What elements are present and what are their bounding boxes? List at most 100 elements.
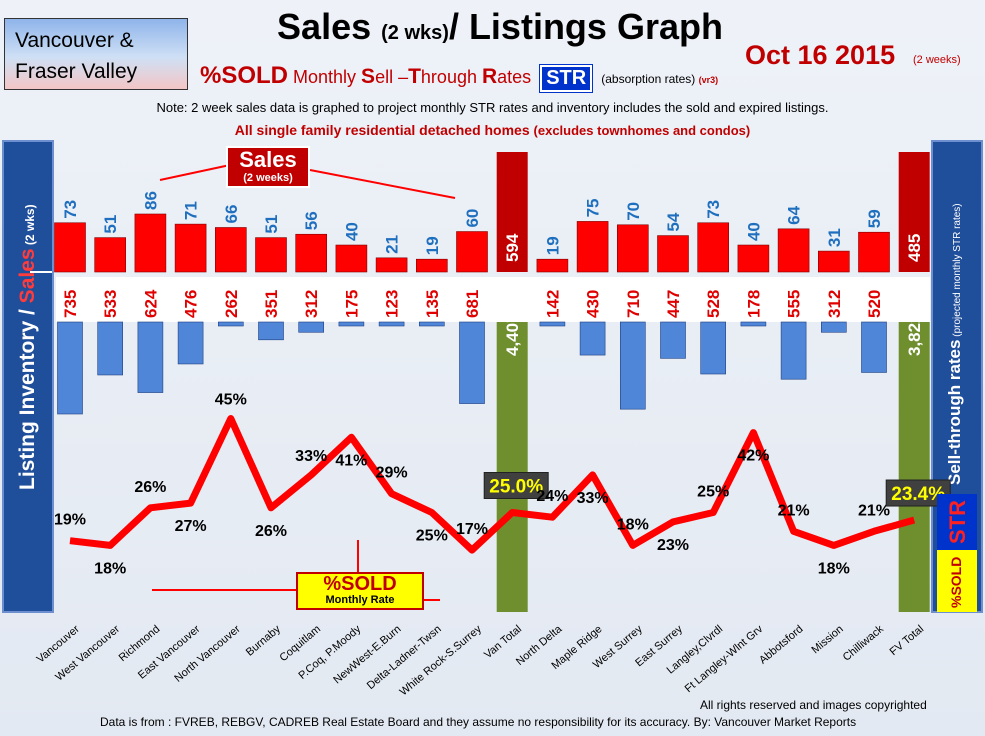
sales-bar (255, 237, 287, 273)
str-total-box (483, 472, 549, 499)
inventory-value-label: 528 (704, 290, 723, 318)
str-value-label: 42% (737, 448, 769, 465)
sales-bar (616, 224, 649, 273)
inventory-value-label: 142 (543, 290, 562, 318)
sales-value-label: 70 (624, 202, 643, 221)
str-value-label: 21% (858, 502, 890, 519)
sales-value-label: 54 (664, 212, 683, 231)
sales-bar (295, 233, 328, 273)
inventory-value-label: 262 (222, 290, 241, 318)
inventory-value-label: 520 (865, 290, 884, 318)
rates-r: R (481, 65, 498, 88)
region-line1: Vancouver & (15, 29, 134, 52)
through-t: T (408, 65, 421, 88)
sales-bar (415, 258, 448, 273)
inventory-value-label: 430 (584, 290, 603, 318)
version-label: (vr3) (698, 75, 719, 85)
str-value-label: 27% (175, 518, 207, 535)
inventory-bar (820, 321, 847, 333)
str-value-label: 29% (376, 465, 408, 482)
str-side-text: STR (945, 500, 970, 544)
rates-rest: ates (497, 67, 532, 87)
str-line (69, 415, 916, 554)
sales-bar (536, 258, 569, 273)
str-value-label: 45% (215, 392, 247, 409)
inventory-bar (378, 321, 405, 327)
sold-side-badge: %SOLD (937, 550, 977, 612)
sell-s: S (361, 65, 376, 88)
sales-bar (215, 227, 247, 273)
category-label: Chilliwack (841, 623, 887, 664)
str-value-label: 33% (577, 490, 609, 507)
detached-text: All single family residential detached h… (0, 122, 985, 138)
inventory-value-label: 178 (744, 290, 763, 318)
sales-value-label: 40 (342, 222, 361, 241)
category-label: Delta-Ladner-Twsn (365, 623, 444, 692)
str-badge: STR (539, 63, 594, 93)
inventory-value-label: 624 (141, 289, 160, 318)
sold-side-text: %SOLD (948, 556, 964, 608)
sales-value-label: 485 (905, 234, 924, 262)
inventory-bar (539, 321, 566, 327)
sales-callout-title: Sales (239, 147, 297, 172)
sales-bar (456, 231, 488, 273)
inventory-value-label: 476 (182, 290, 201, 318)
sales-bar (174, 223, 207, 273)
sold-callout: %SOLD Monthly Rate (296, 572, 424, 610)
inventory-value-label: 533 (101, 290, 120, 318)
inventory-bar (97, 321, 123, 376)
sales-value-label: 594 (503, 233, 522, 262)
sales-value-label: 21 (383, 235, 402, 254)
sales-bar (94, 237, 126, 273)
str-value-label: 18% (94, 560, 126, 577)
sales-value-label: 86 (141, 191, 160, 210)
category-label: Burnaby (244, 623, 283, 659)
absorption-label: (absorption rates) (601, 72, 699, 86)
str-total-label: 25.0% (489, 477, 543, 498)
str-value-label: 25% (416, 528, 448, 545)
inventory-bar (780, 321, 807, 380)
inventory-value-label: 123 (383, 290, 402, 318)
rights-text: All rights reserved and images copyright… (700, 698, 927, 712)
total-inventory-bar (898, 322, 930, 612)
inventory-value-label: 710 (624, 290, 643, 318)
inventory-bar (418, 321, 445, 327)
str-value-label: 21% (778, 502, 810, 519)
inventory-value-label: 447 (664, 290, 683, 318)
inventory-value-label: 4,407 (503, 313, 522, 356)
sales-bar (777, 228, 810, 273)
inventory-bar (258, 321, 284, 341)
sales-arrow-right (309, 169, 456, 199)
inventory-value-label: 312 (825, 290, 844, 318)
region-line2: Fraser Valley (15, 60, 138, 83)
inventory-bar (700, 321, 727, 375)
sales-bar (375, 257, 408, 273)
str-value-label: 24% (536, 488, 568, 505)
category-label: Abbotsford (757, 623, 805, 666)
source-text: Data is from : FVREB, REBGV, CADREB Real… (100, 715, 857, 729)
total-inventory-bar (496, 322, 528, 612)
sales-bar (134, 213, 167, 273)
sales-value-label: 60 (463, 209, 482, 228)
page-title: Sales (2 wks)/ Listings Graph (200, 6, 800, 48)
sold-callout-title: %SOLD (323, 573, 397, 595)
str-value-label: 41% (335, 452, 367, 469)
detached-sub: (excludes townhomes and condos) (533, 123, 751, 138)
note-text: Note: 2 week sales data is graphed to pr… (156, 100, 829, 115)
sales-bar (817, 250, 850, 273)
inventory-value-label: 312 (302, 290, 321, 318)
str-value-label: 23% (657, 537, 689, 554)
sales-bar (697, 222, 730, 273)
inventory-bar (660, 321, 686, 359)
inventory-bar (861, 321, 887, 373)
sales-bar (576, 221, 609, 273)
absorption-text: (absorption rates) (vr3) (601, 72, 718, 86)
inventory-value-label: 681 (463, 290, 482, 318)
inventory-value-label: 3,822 (905, 313, 924, 356)
str-value-label: 26% (255, 523, 287, 540)
inventory-bar (459, 321, 485, 404)
inventory-bar (740, 321, 767, 327)
title-part2: / Listings Graph (448, 6, 723, 47)
region-box: Vancouver & Fraser Valley (4, 18, 188, 90)
str-value-label: 25% (697, 484, 729, 501)
